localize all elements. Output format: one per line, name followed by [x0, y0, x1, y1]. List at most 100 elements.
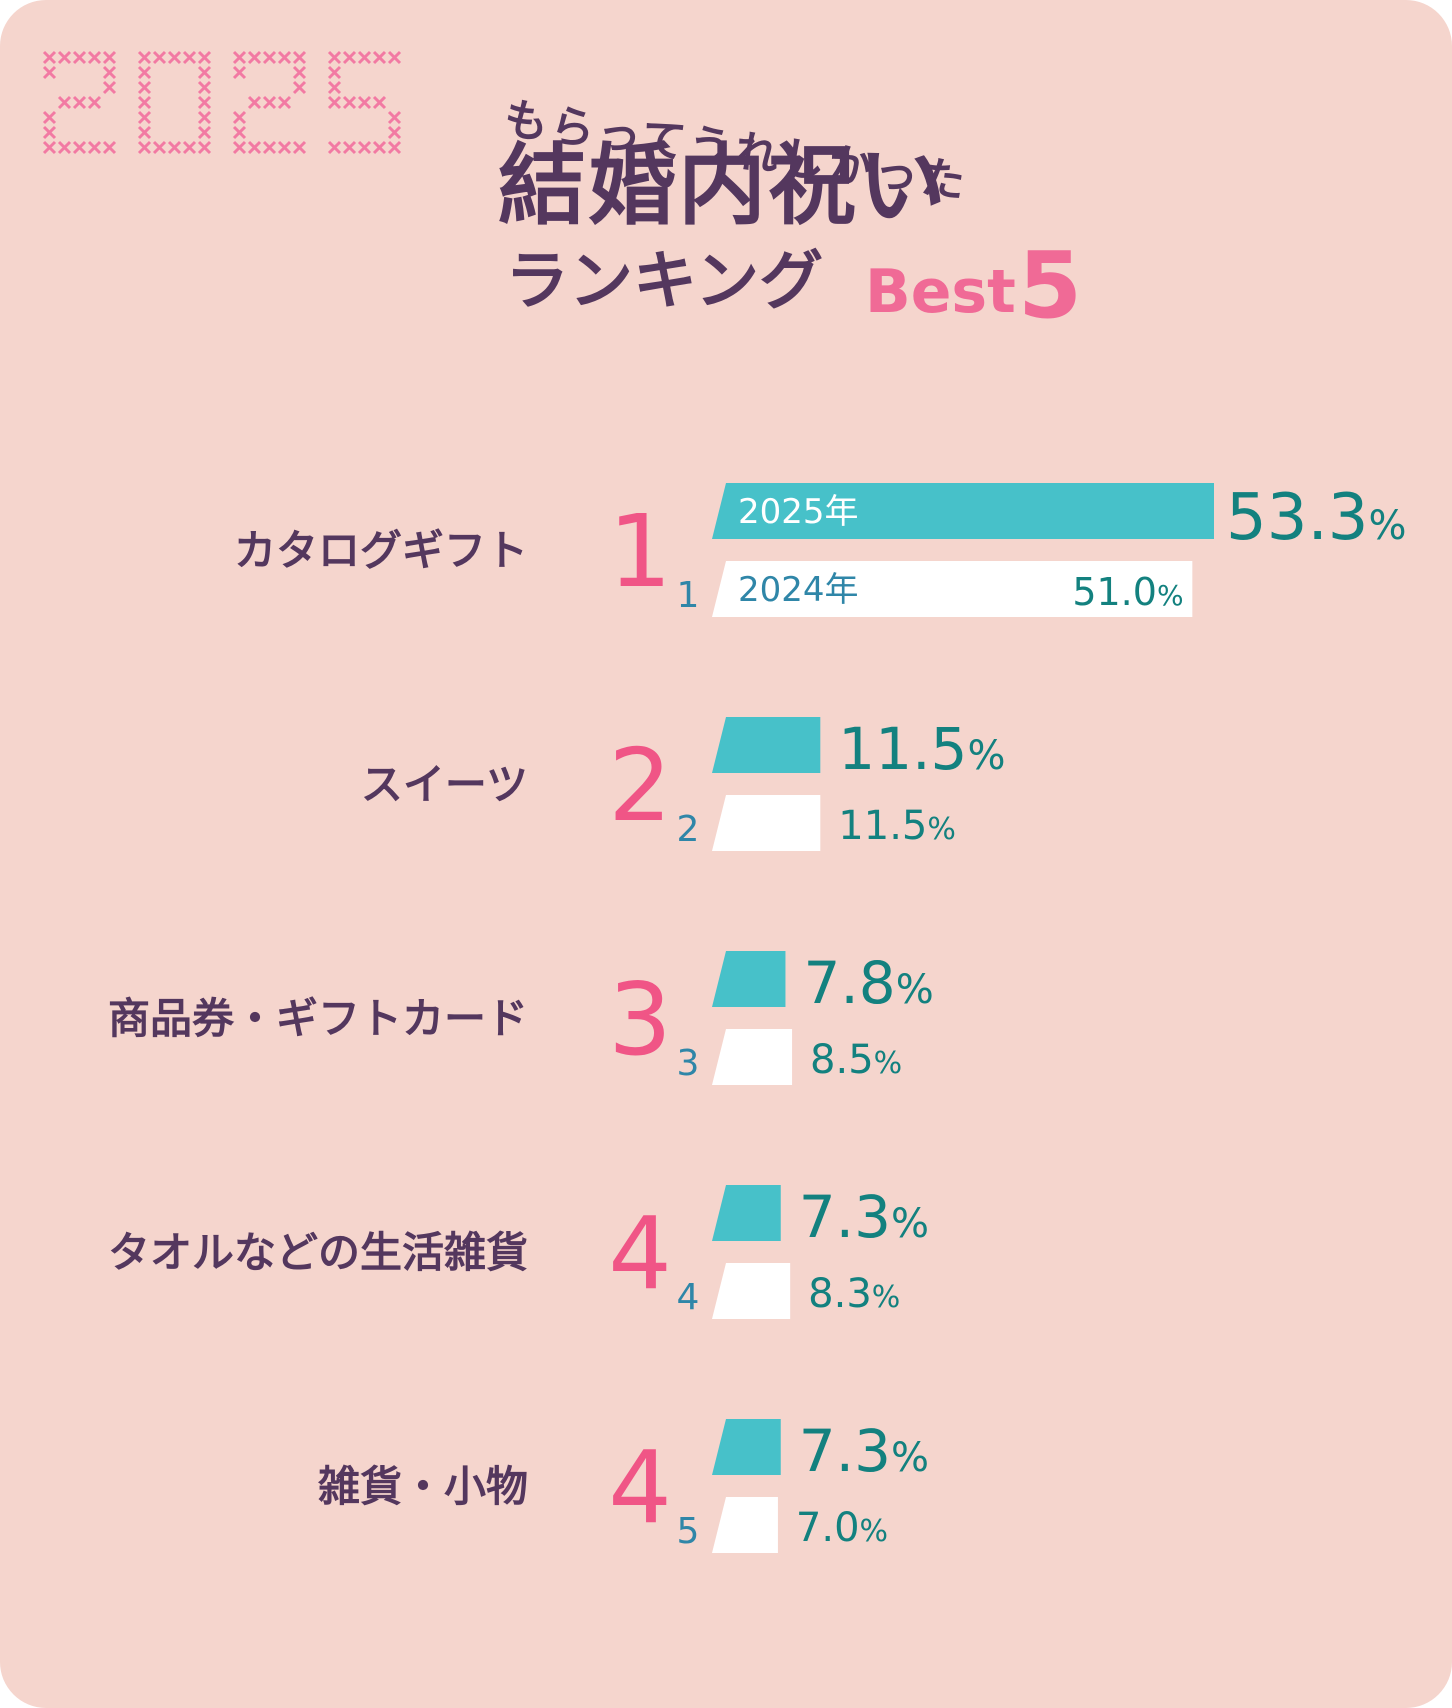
stitch-mark — [182, 140, 197, 155]
stitch-mark — [152, 50, 167, 65]
best-label: Best — [865, 257, 1016, 327]
stitch-mark — [102, 65, 117, 80]
stitch-mark — [102, 80, 117, 95]
stitch-mark — [277, 95, 292, 110]
previous-rank: 1 — [677, 575, 700, 616]
stitch-mark — [357, 95, 372, 110]
stitch-mark — [292, 80, 307, 95]
stitch-mark — [42, 110, 57, 125]
stitch-mark — [327, 80, 342, 95]
stitch-mark — [137, 140, 152, 155]
stitch-mark — [182, 50, 197, 65]
stitch-mark — [137, 110, 152, 125]
previous-rank: 3 — [677, 1043, 700, 1084]
stitch-mark — [357, 50, 372, 65]
stitch-mark — [292, 140, 307, 155]
stitch-mark — [372, 95, 387, 110]
stitch-mark — [72, 140, 87, 155]
stitch-mark — [342, 95, 357, 110]
stitch-mark — [262, 95, 277, 110]
best-number: 5 — [1018, 232, 1083, 339]
bar-previous — [712, 795, 821, 851]
stamp-digit — [137, 50, 212, 155]
stitch-mark — [42, 140, 57, 155]
rank-number: 2 — [608, 727, 672, 844]
bar-previous — [712, 561, 1193, 617]
value-current: 11.5% — [838, 715, 1005, 783]
stitch-mark — [372, 140, 387, 155]
stitch-mark — [87, 50, 102, 65]
stitch-mark — [277, 140, 292, 155]
bar-current — [712, 1419, 781, 1475]
stitch-mark — [342, 140, 357, 155]
value-previous: 51.0% — [1072, 570, 1183, 614]
stitch-mark — [232, 65, 247, 80]
bar-current — [712, 717, 821, 773]
stitch-mark — [327, 50, 342, 65]
category-label: カタログギフト — [234, 526, 528, 575]
bar-current — [712, 951, 786, 1007]
series-label-current: 2025年 — [738, 492, 859, 532]
stitch-mark — [387, 140, 402, 155]
stitch-mark — [262, 140, 277, 155]
category-label: スイーツ — [361, 760, 528, 809]
stitch-mark — [152, 140, 167, 155]
stitch-mark — [197, 125, 212, 140]
stitch-mark — [197, 110, 212, 125]
stitch-mark — [292, 65, 307, 80]
value-previous: 11.5% — [838, 803, 956, 849]
stamp-digit — [42, 50, 117, 155]
stitch-mark — [197, 140, 212, 155]
stitch-mark — [247, 95, 262, 110]
value-current: 7.3% — [799, 1417, 929, 1485]
stamp-digit — [327, 50, 402, 155]
stitch-mark — [87, 140, 102, 155]
stitch-mark — [197, 95, 212, 110]
previous-rank: 5 — [677, 1511, 700, 1552]
stitch-mark — [102, 140, 117, 155]
stitch-mark — [277, 50, 292, 65]
rank-number: 1 — [608, 493, 672, 610]
value-previous: 7.0% — [796, 1505, 888, 1551]
stitch-mark — [197, 50, 212, 65]
stitch-mark — [262, 50, 277, 65]
stitch-mark — [137, 50, 152, 65]
value-previous: 8.3% — [808, 1271, 900, 1317]
stamp-digit — [232, 50, 307, 155]
stitch-mark — [72, 95, 87, 110]
stitch-mark — [137, 125, 152, 140]
category-label: タオルなどの生活雑貨 — [108, 1228, 528, 1277]
stitch-mark — [57, 140, 72, 155]
stitch-mark — [327, 65, 342, 80]
stitch-mark — [232, 125, 247, 140]
category-label: 商品券・ギフトカード — [108, 994, 528, 1043]
value-previous: 8.5% — [810, 1037, 902, 1083]
bar-previous — [712, 1029, 793, 1085]
series-label-previous: 2024年 — [738, 570, 859, 610]
stitch-mark — [42, 125, 57, 140]
bar-current — [712, 1185, 781, 1241]
value-current: 53.3% — [1226, 481, 1407, 555]
stitch-mark — [57, 95, 72, 110]
stitch-mark — [87, 95, 102, 110]
stitch-mark — [387, 125, 402, 140]
stitch-mark — [232, 140, 247, 155]
stitch-mark — [387, 50, 402, 65]
stitch-mark — [247, 50, 262, 65]
stitch-mark — [247, 140, 262, 155]
rank-number: 4 — [608, 1195, 672, 1312]
year-stamp-cross-stitch — [42, 50, 402, 155]
stitch-mark — [292, 50, 307, 65]
stitch-mark — [137, 80, 152, 95]
value-current: 7.3% — [799, 1183, 929, 1251]
previous-rank: 2 — [677, 809, 700, 850]
stitch-mark — [137, 65, 152, 80]
stitch-mark — [167, 50, 182, 65]
stitch-mark — [197, 65, 212, 80]
stitch-mark — [102, 50, 117, 65]
stitch-mark — [72, 50, 87, 65]
stitch-mark — [42, 50, 57, 65]
category-label: 雑貨・小物 — [317, 1462, 528, 1511]
